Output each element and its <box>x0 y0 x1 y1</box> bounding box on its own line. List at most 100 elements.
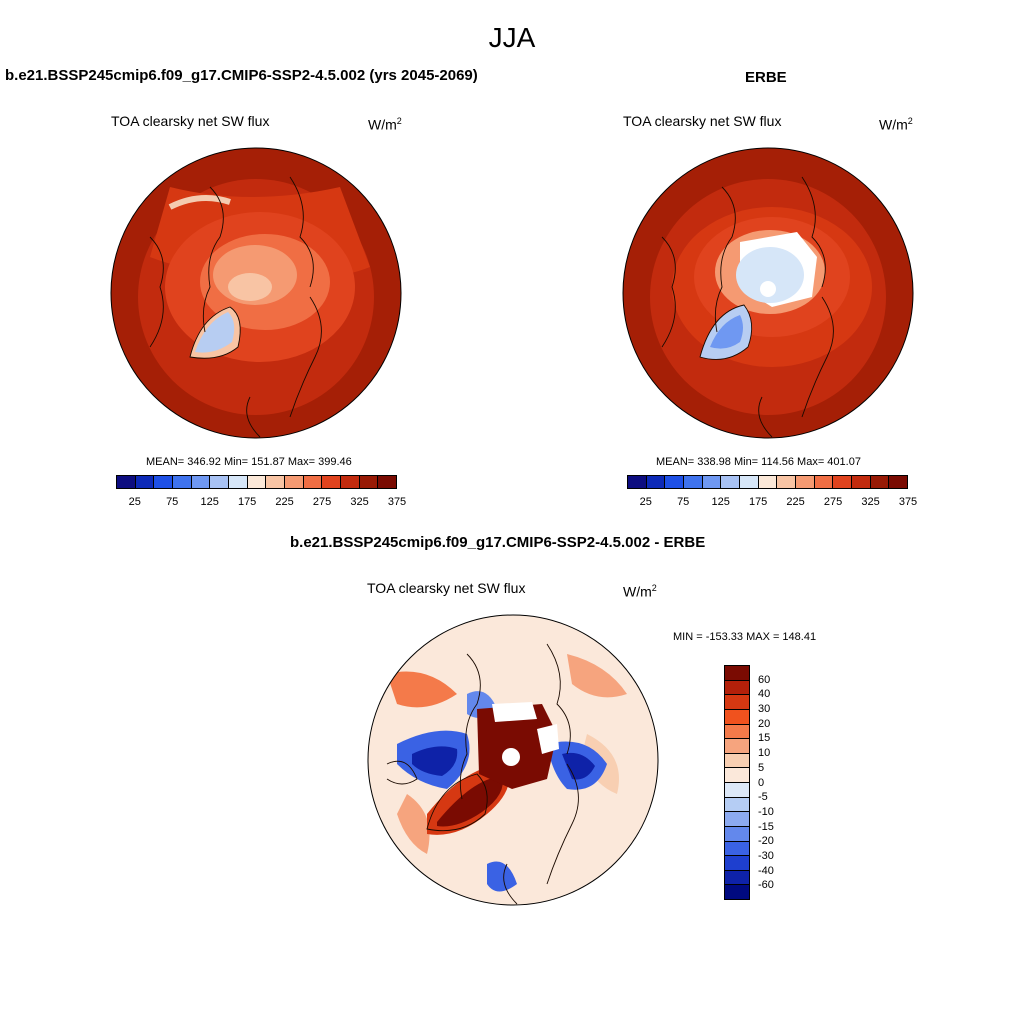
model-colorbar-swatch <box>135 476 155 488</box>
diff-colorbar-swatch <box>725 797 749 813</box>
model-colorbar-label: 325 <box>350 496 369 508</box>
diff-units-label: W/m2 <box>623 583 657 600</box>
obs-colorbar-swatch <box>628 476 647 488</box>
model-colorbar-swatch <box>210 476 230 488</box>
diff-colorbar-label: -40 <box>758 864 774 877</box>
diff-colorbar-label: 30 <box>758 703 771 716</box>
obs-colorbar-swatch <box>814 476 834 488</box>
diff-colorbar-swatch <box>725 666 749 681</box>
obs-panel-title: ERBE <box>745 69 787 86</box>
diff-colorbar-labels: 60 40 30 20 15 10 5 0 -5 -10 -15 -20 -30 -40 -60 <box>758 665 798 900</box>
diff-panel-title: b.e21.BSSP245cmip6.f09_g17.CMIP6-SSP2-4.… <box>290 534 706 551</box>
diff-colorbar-label: 10 <box>758 747 771 760</box>
diff-colorbar-label: -15 <box>758 820 774 833</box>
obs-colorbar-label: 175 <box>748 496 768 508</box>
obs-colorbar-label: 25 <box>639 496 652 508</box>
diff-colorbar-label: -5 <box>758 791 768 804</box>
diff-colorbar-swatch <box>725 695 749 710</box>
model-colorbar <box>116 475 397 489</box>
obs-colorbar-swatch <box>777 476 797 488</box>
model-colorbar-swatch <box>191 476 211 488</box>
obs-coastlines <box>661 176 834 438</box>
obs-colorbar-label: 275 <box>823 496 843 508</box>
diff-map-border <box>367 614 659 906</box>
diff-colorbar-swatch <box>725 856 749 871</box>
diff-coastlines <box>386 643 579 905</box>
obs-colorbar-swatch <box>665 476 685 488</box>
obs-colorbar-label: 75 <box>677 496 690 508</box>
model-colorbar-swatch <box>359 476 379 488</box>
model-polar-map <box>110 147 402 439</box>
diff-colorbar-swatch <box>725 812 749 827</box>
model-colorbar-label: 375 <box>387 496 407 508</box>
diff-colorbar-label: -30 <box>758 849 774 862</box>
diff-colorbar-swatch <box>725 739 749 754</box>
obs-colorbar <box>627 475 908 489</box>
diff-colorbar-label: -20 <box>758 835 774 848</box>
model-colorbar-swatch <box>229 476 248 488</box>
diff-variable-label: TOA clearsky net SW flux <box>367 580 526 596</box>
diff-colorbar-label: 5 <box>758 761 765 774</box>
model-map-border <box>110 147 402 439</box>
obs-stats-text: MEAN= 338.98 Min= 114.56 Max= 401.07 <box>656 456 861 468</box>
diff-pole-missing <box>502 748 520 766</box>
diff-colorbar-label: 40 <box>758 688 771 701</box>
diff-positive-center <box>477 704 557 789</box>
model-panel-title: b.e21.BSSP245cmip6.f09_g17.CMIP6-SSP2-4.… <box>5 67 478 84</box>
model-colorbar-swatch <box>173 476 192 488</box>
model-variable-label: TOA clearsky net SW flux <box>111 113 270 129</box>
diff-colorbar-swatch <box>725 724 749 740</box>
model-colorbar-swatch <box>247 476 267 488</box>
diff-colorbar-swatch <box>725 885 749 899</box>
diff-colorbar-swatch <box>725 680 749 696</box>
obs-colorbar-label: 225 <box>786 496 805 508</box>
diff-colorbar-swatch <box>725 753 749 769</box>
obs-greenland-low <box>710 315 743 349</box>
model-colorbar-label: 175 <box>237 496 257 508</box>
diff-colorbar-swatch <box>725 709 749 725</box>
obs-colorbar-label: 325 <box>861 496 880 508</box>
diff-colorbar-swatch <box>725 870 749 886</box>
model-colorbar-swatch <box>154 476 174 488</box>
model-colorbar-swatch <box>285 476 304 488</box>
obs-colorbar-swatch <box>758 476 778 488</box>
diff-colorbar-swatch <box>725 783 749 798</box>
diff-colorbar-label: -60 <box>758 879 774 892</box>
model-units-label: W/m2 <box>368 116 402 133</box>
obs-colorbar-swatch <box>684 476 703 488</box>
model-colorbar-swatch <box>303 476 323 488</box>
obs-colorbar-swatch <box>889 476 908 488</box>
obs-variable-label: TOA clearsky net SW flux <box>623 113 782 129</box>
obs-colorbar-swatch <box>796 476 815 488</box>
obs-colorbar-label: 125 <box>711 496 730 508</box>
season-title: JJA <box>488 22 536 53</box>
model-colorbar-label: 75 <box>166 496 179 508</box>
model-stats-text: MEAN= 346.92 Min= 151.87 Max= 399.46 <box>146 456 352 468</box>
obs-colorbar-swatch <box>852 476 871 488</box>
obs-colorbar-labels: 25 75 125 175 225 275 325 375 <box>627 496 918 510</box>
obs-colorbar-label: 375 <box>898 496 918 508</box>
obs-colorbar-swatch <box>702 476 722 488</box>
diff-colorbar-swatch <box>725 768 749 783</box>
obs-ice-region <box>736 247 804 303</box>
model-colorbar-swatch <box>378 476 397 488</box>
obs-colorbar-swatch <box>721 476 741 488</box>
model-colorbar-swatch <box>117 476 136 488</box>
diff-colorbar <box>724 665 750 900</box>
diff-stats-text: MIN = -153.33 MAX = 148.41 <box>673 631 817 643</box>
model-colorbar-label: 25 <box>128 496 141 508</box>
obs-colorbar-swatch <box>833 476 853 488</box>
model-greenland-low <box>195 312 235 353</box>
diff-colorbar-label: 20 <box>758 717 771 730</box>
diff-colorbar-swatch <box>725 826 749 842</box>
diff-colorbar-label: 0 <box>758 776 765 789</box>
diff-colorbar-label: 60 <box>758 673 771 686</box>
model-colorbar-swatch <box>341 476 360 488</box>
model-colorbar-label: 125 <box>200 496 219 508</box>
obs-units-label: W/m2 <box>879 116 913 133</box>
diff-colorbar-label: -10 <box>758 805 774 818</box>
obs-colorbar-swatch <box>870 476 890 488</box>
model-coastlines <box>149 176 322 438</box>
model-colorbar-swatch <box>266 476 286 488</box>
obs-polar-map <box>622 147 914 439</box>
